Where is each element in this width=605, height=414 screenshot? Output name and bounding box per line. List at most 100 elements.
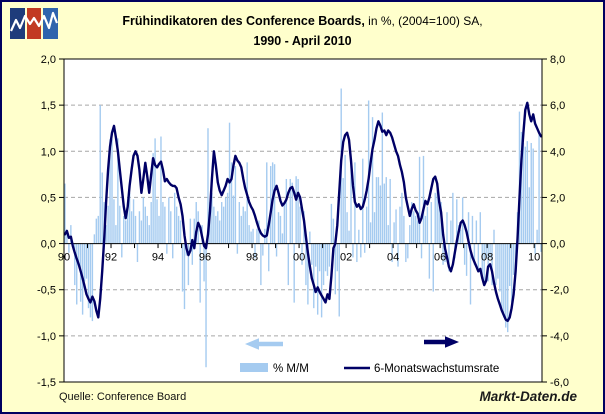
bar xyxy=(246,162,248,244)
bar xyxy=(195,202,197,244)
chart-title-line2: 1990 - April 2010 xyxy=(253,34,352,48)
chart-title-sub: in %, (2004=100) SA, xyxy=(364,14,483,28)
bar xyxy=(93,234,96,244)
bar xyxy=(316,243,319,315)
bar xyxy=(432,243,434,292)
line-series-group xyxy=(63,101,543,323)
bar xyxy=(226,192,229,244)
bar xyxy=(268,243,270,272)
bar xyxy=(538,134,540,244)
bar xyxy=(346,212,348,244)
bar xyxy=(295,176,297,244)
bar xyxy=(326,243,329,276)
bar xyxy=(285,178,288,244)
right-axis-label: 4,0 xyxy=(550,146,565,158)
bar xyxy=(279,215,282,244)
bar xyxy=(203,243,205,282)
bar xyxy=(301,243,303,265)
bar xyxy=(381,112,384,244)
bar xyxy=(330,203,333,244)
bar xyxy=(297,178,299,244)
bar xyxy=(469,243,472,305)
bar xyxy=(132,199,135,244)
bar xyxy=(123,215,125,244)
bar xyxy=(91,243,94,322)
bar xyxy=(242,206,244,244)
bar xyxy=(371,117,374,244)
bar xyxy=(313,243,315,309)
bar xyxy=(217,211,219,244)
bar xyxy=(512,243,515,275)
bar xyxy=(134,215,137,244)
bar xyxy=(491,243,493,286)
bar xyxy=(540,243,542,252)
bar xyxy=(324,243,327,272)
bar xyxy=(332,218,335,244)
right-axis-label: 0,0 xyxy=(550,239,565,251)
bar xyxy=(140,220,143,244)
bar xyxy=(383,183,385,244)
bar xyxy=(158,215,160,244)
bar xyxy=(534,243,536,254)
bar xyxy=(215,215,217,244)
bar xyxy=(393,222,395,244)
x-axis-label: 10 xyxy=(528,252,540,264)
bar xyxy=(448,243,450,272)
bar xyxy=(68,243,70,253)
bar xyxy=(467,212,470,244)
bar xyxy=(522,142,525,244)
x-axis-label: 98 xyxy=(246,252,258,264)
bar xyxy=(224,197,227,244)
bar xyxy=(420,243,423,259)
bar xyxy=(275,243,278,257)
bar xyxy=(411,202,413,244)
bar xyxy=(117,138,119,244)
bar xyxy=(213,206,215,244)
bar xyxy=(126,202,129,244)
bar xyxy=(452,192,454,244)
right-axis-label: -6,0 xyxy=(550,377,569,389)
bar xyxy=(342,178,344,244)
right-axis-label: -2,0 xyxy=(550,285,569,297)
bar xyxy=(348,230,350,244)
bar xyxy=(407,243,409,259)
bar xyxy=(405,243,407,263)
bar xyxy=(416,220,419,244)
chart-title: Frühindikatoren des Conference Boards, i… xyxy=(2,11,603,51)
left-axis-label: 1,0 xyxy=(41,146,56,158)
bar xyxy=(305,243,307,286)
bar xyxy=(530,142,532,244)
bar xyxy=(409,225,411,244)
bar xyxy=(424,215,427,244)
bar xyxy=(460,229,462,244)
bar xyxy=(101,172,103,244)
bar xyxy=(418,156,421,244)
bar xyxy=(532,148,534,244)
logo-block-red xyxy=(27,8,41,39)
bar xyxy=(438,202,440,244)
bar xyxy=(152,153,154,244)
bar xyxy=(262,243,264,256)
bar xyxy=(309,231,311,244)
bar xyxy=(369,222,372,244)
bar xyxy=(395,209,397,244)
bar xyxy=(277,212,280,244)
bar xyxy=(422,155,425,244)
bar xyxy=(442,243,444,265)
bar xyxy=(391,243,393,263)
bar xyxy=(105,225,107,244)
bar xyxy=(483,243,485,286)
bar xyxy=(111,139,113,244)
left-axis-group: 2,0 1,5 1,0 0,5 0,0 -0,5 -1,0 -1,5 xyxy=(37,54,64,389)
bar xyxy=(397,243,399,267)
bar xyxy=(505,243,507,328)
bar xyxy=(479,212,481,244)
x-axis-label: 04 xyxy=(387,252,399,264)
bar xyxy=(119,205,121,244)
bar xyxy=(387,225,389,244)
bar xyxy=(352,243,354,258)
x-axis-label: 02 xyxy=(340,252,352,264)
bar xyxy=(187,243,190,286)
bar xyxy=(173,192,176,244)
bar xyxy=(254,243,256,259)
